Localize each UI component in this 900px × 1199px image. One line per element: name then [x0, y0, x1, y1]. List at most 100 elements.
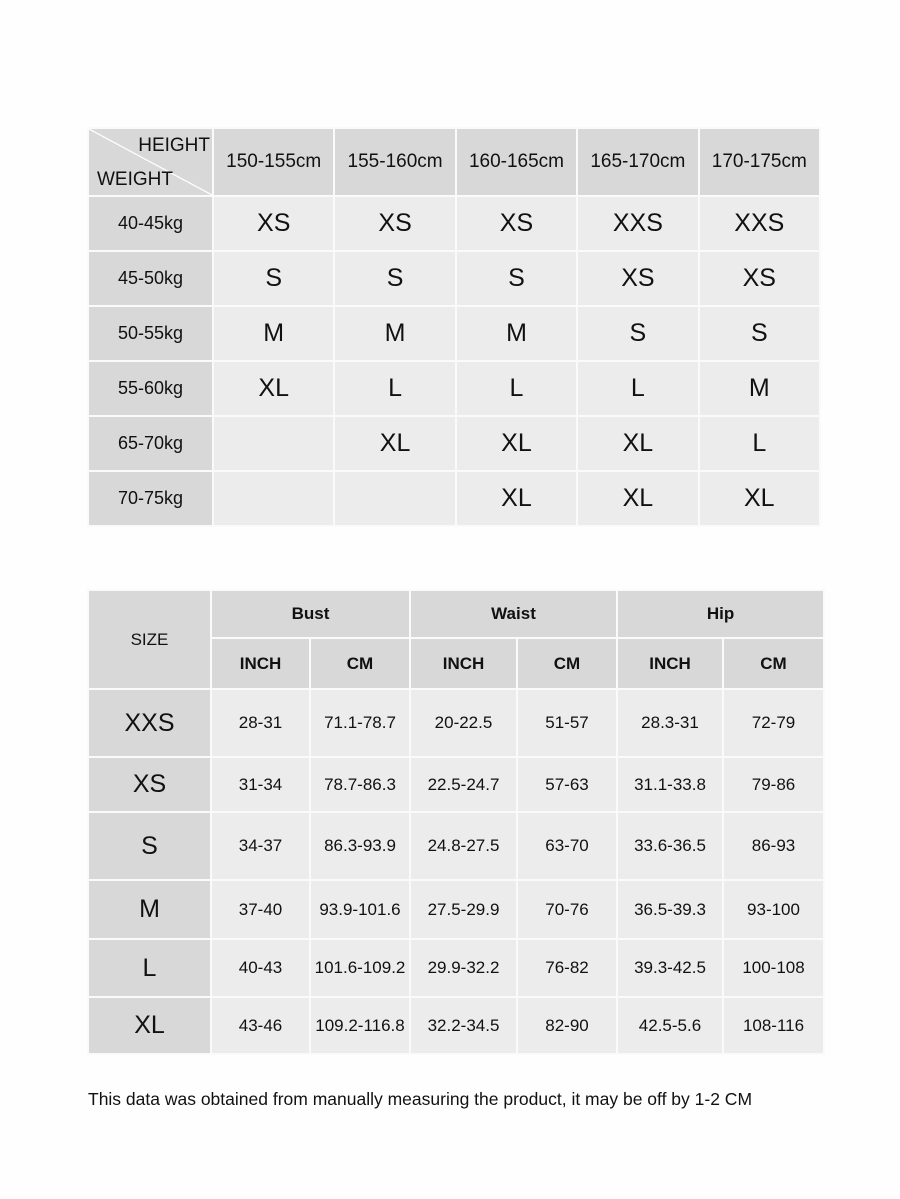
size-cell: S: [576, 305, 700, 362]
measurement-cell: 31-34: [210, 756, 311, 813]
size-cell: L: [454, 360, 579, 417]
measurement-table: SIZE Bust Waist Hip INCH CM INCH CM INCH CM XXS 28-…: [87, 589, 826, 1055]
measurement-cell: 109.2-116.8: [309, 996, 411, 1055]
measurement-cell: 36.5-39.3: [616, 879, 724, 940]
measurement-cell: 42.5-5.6: [616, 996, 724, 1055]
measurement-cell: 57-63: [516, 756, 618, 813]
measurement-cell: 33.6-36.5: [616, 811, 724, 881]
table-row: L 40-43 101.6-109.2 29.9-32.2 76-82 39.3-42.5…: [87, 938, 826, 998]
measurement-cell: 108-116: [721, 996, 826, 1055]
size-cell: S: [87, 811, 212, 881]
size-cell: XL: [576, 470, 700, 527]
size-cell: XXS: [576, 195, 700, 252]
size-cell: XL: [87, 996, 212, 1055]
unit-header: INCH: [210, 637, 311, 690]
table-row: S 34-37 86.3-93.9 24.8-27.5 63-70 33.6-36.5 86…: [87, 811, 826, 881]
unit-header: CM: [516, 637, 618, 690]
unit-header-row: INCH CM INCH CM INCH CM: [88, 637, 826, 690]
measurement-cell: 28-31: [210, 688, 311, 758]
table-row: 65-70kg XL XL XL L: [87, 415, 822, 472]
corner-cell: HEIGHT WEIGHT: [87, 127, 214, 197]
height-header: 150-155cm: [211, 127, 336, 197]
size-cell: L: [697, 415, 822, 472]
measurement-cell: 72-79: [721, 688, 826, 758]
size-cell: S: [454, 250, 579, 307]
size-cell: XXS: [87, 688, 212, 758]
diagonal-divider: [89, 129, 212, 195]
size-cell: XL: [333, 415, 457, 472]
unit-header: INCH: [409, 637, 518, 690]
measurement-cell: 37-40: [210, 879, 311, 940]
measurement-disclaimer: This data was obtained from manually mea…: [88, 1089, 753, 1109]
height-weight-size-table: HEIGHT WEIGHT 150-155cm 155-160cm 160-165cm 1…: [87, 127, 822, 527]
size-cell: XL: [454, 470, 579, 527]
table-row: 50-55kg M M M S S: [87, 305, 822, 362]
weight-cell: 55-60kg: [87, 360, 214, 417]
size-cell: XS: [87, 756, 212, 813]
size-cell: M: [333, 305, 457, 362]
size-cell: XL: [697, 470, 822, 527]
table-row: 55-60kg XL L L L M: [87, 360, 822, 417]
measurement-cell: 27.5-29.9: [409, 879, 518, 940]
size-cell: XL: [454, 415, 579, 472]
measurement-cell: 39.3-42.5: [616, 938, 724, 998]
height-header: 165-170cm: [576, 127, 700, 197]
size-cell: XS: [211, 195, 336, 252]
unit-header: CM: [721, 637, 826, 690]
measurement-cell: 86.3-93.9: [309, 811, 411, 881]
weight-cell: 50-55kg: [87, 305, 214, 362]
table-row: XL 43-46 109.2-116.8 32.2-34.5 82-90 42.5-5.6…: [87, 996, 826, 1055]
measurement-cell: 51-57: [516, 688, 618, 758]
size-cell: [211, 470, 336, 527]
measurement-cell: 93-100: [721, 879, 826, 940]
size-cell: M: [454, 305, 579, 362]
measurement-cell: 22.5-24.7: [409, 756, 518, 813]
group-header: Hip: [615, 589, 826, 639]
size-cell: M: [211, 305, 336, 362]
measurement-cell: 79-86: [721, 756, 826, 813]
measurement-cell: 82-90: [516, 996, 618, 1055]
size-cell: XL: [576, 415, 700, 472]
height-label: HEIGHT: [138, 135, 210, 156]
group-header-row: SIZE Bust Waist Hip: [87, 589, 826, 690]
weight-label: WEIGHT: [97, 169, 173, 190]
size-cell: XS: [576, 250, 700, 307]
table-row: 70-75kg XL XL XL: [87, 470, 822, 527]
measurement-cell: 43-46: [210, 996, 311, 1055]
measurement-cell: 70-76: [516, 879, 618, 940]
measurement-cell: 78.7-86.3: [309, 756, 411, 813]
size-cell: S: [697, 305, 822, 362]
measurement-cell: 101.6-109.2: [309, 938, 411, 998]
measurement-cell: 71.1-78.7: [309, 688, 411, 758]
unit-header: INCH: [616, 637, 724, 690]
size-cell: [211, 415, 336, 472]
measurement-cell: 32.2-34.5: [409, 996, 518, 1055]
height-header: 155-160cm: [333, 127, 457, 197]
size-header: SIZE: [87, 589, 212, 690]
size-cell: XS: [697, 250, 822, 307]
measurement-cell: 34-37: [210, 811, 311, 881]
measurement-cell: 93.9-101.6: [309, 879, 411, 940]
weight-cell: 45-50kg: [87, 250, 214, 307]
table-row: M 37-40 93.9-101.6 27.5-29.9 70-76 36.5-39.3 9…: [87, 879, 826, 940]
weight-cell: 40-45kg: [87, 195, 214, 252]
measurement-cell: 86-93: [721, 811, 826, 881]
height-header: 170-175cm: [697, 127, 822, 197]
size-cell: S: [211, 250, 336, 307]
size-cell: L: [333, 360, 457, 417]
measurement-cell: 31.1-33.8: [616, 756, 724, 813]
size-cell: M: [697, 360, 822, 417]
header-row: HEIGHT WEIGHT 150-155cm 155-160cm 160-165cm 1…: [87, 127, 822, 197]
size-cell: L: [87, 938, 212, 998]
weight-cell: 70-75kg: [87, 470, 214, 527]
measurement-cell: 76-82: [516, 938, 618, 998]
group-header: Bust: [210, 589, 411, 639]
measurement-cell: 63-70: [516, 811, 618, 881]
table-row: XS 31-34 78.7-86.3 22.5-24.7 57-63 31.1-33.8 7…: [87, 756, 826, 813]
table-row: 45-50kg S S S XS XS: [87, 250, 822, 307]
measurement-cell: 28.3-31: [616, 688, 724, 758]
height-header: 160-165cm: [454, 127, 579, 197]
measurement-cell: 24.8-27.5: [409, 811, 518, 881]
size-cell: [333, 470, 457, 527]
